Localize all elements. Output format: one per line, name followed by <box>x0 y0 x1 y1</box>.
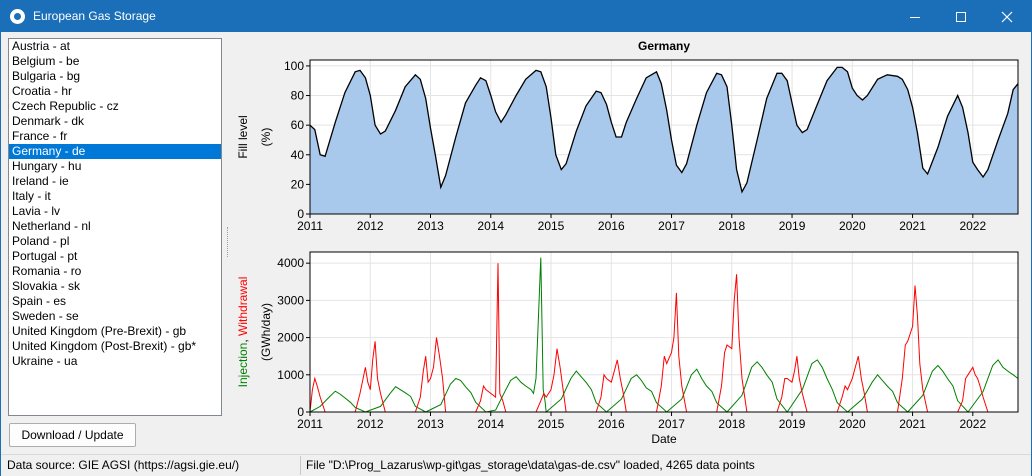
status-data-source: Data source: GIE AGSI (https://agsi.gie.… <box>7 458 240 472</box>
country-list-item[interactable]: Germany - de <box>9 144 221 159</box>
country-list-item[interactable]: United Kingdom (Post-Brexit) - gb* <box>12 339 197 353</box>
minimize-button[interactable] <box>892 1 938 32</box>
status-file-info: File "D:\Prog_Lazarus\wp-git\gas_storage… <box>306 458 755 472</box>
y-axis-unit: (GWh/day) <box>259 303 273 361</box>
x-tick-label: 2016 <box>598 219 625 233</box>
y-tick-label: 0 <box>297 207 304 221</box>
x-tick-label: 2012 <box>357 219 384 233</box>
country-list-item[interactable]: Italy - it <box>12 189 51 203</box>
y-tick-label: 80 <box>291 89 305 103</box>
status-bar: Data source: GIE AGSI (https://agsi.gie.… <box>1 454 1031 476</box>
country-list-item[interactable]: Sweden - se <box>12 309 79 323</box>
maximize-icon <box>956 11 966 22</box>
injection-label: Injection <box>236 343 250 388</box>
x-tick-label: 2016 <box>598 417 625 431</box>
y-tick-label: 2000 <box>277 331 304 345</box>
x-axis-label: Date <box>651 432 677 446</box>
country-list-item[interactable]: France - fr <box>12 129 68 143</box>
country-list-item[interactable]: Czech Republic - cz <box>12 99 119 113</box>
y-tick-label: 20 <box>291 177 305 191</box>
series-line-withdrawal <box>309 263 1018 413</box>
country-list-item[interactable]: Ireland - ie <box>12 174 69 188</box>
x-tick-label: 2011 <box>297 219 323 233</box>
x-tick-label: 2021 <box>899 219 926 233</box>
x-tick-label: 2018 <box>718 417 745 431</box>
status-divider <box>300 456 301 475</box>
x-tick-label: 2019 <box>779 219 806 233</box>
country-list-item[interactable]: Romania - ro <box>12 264 82 278</box>
country-list-item[interactable]: United Kingdom (Pre-Brexit) - gb <box>12 324 187 338</box>
close-icon <box>1001 11 1013 22</box>
fill-level-chart: 2011 2012 2013 2014 2015 2016 2017 2018 2019 2020… <box>236 39 1019 233</box>
minimize-icon <box>910 16 920 18</box>
window-title: European Gas Storage <box>33 9 156 23</box>
plot-frame <box>309 59 1019 215</box>
x-tick-label: 2022 <box>959 417 986 431</box>
country-list-item[interactable]: Denmark - dk <box>12 114 85 128</box>
x-tick-label: 2013 <box>417 219 444 233</box>
injection-withdrawal-chart: 2011 2012 2013 2014 2015 2016 2017 2018 2019 2020… <box>236 251 1019 446</box>
x-tick-label: 2014 <box>477 417 504 431</box>
charts-area: 2011 2012 2013 2014 2015 2016 2017 2018 2019 2020… <box>236 39 1019 446</box>
maximize-button[interactable] <box>938 1 984 32</box>
country-list-item[interactable]: Spain - es <box>12 294 67 308</box>
x-tick-label: 2022 <box>959 219 986 233</box>
country-list-item[interactable]: Portugal - pt <box>12 249 78 263</box>
label-separator: , <box>236 336 250 343</box>
country-list-item[interactable]: Belgium - be <box>12 54 80 68</box>
plot-frame <box>309 251 1019 413</box>
y-tick-label: 4000 <box>277 256 304 270</box>
x-tick-label: 2011 <box>297 417 323 431</box>
country-list-item[interactable]: Slovakia - sk <box>12 279 81 293</box>
y-tick-label: 1000 <box>277 368 304 382</box>
plot-background <box>310 252 1018 412</box>
fill-level-area <box>310 67 1018 215</box>
country-list-item[interactable]: Lavia - lv <box>12 204 61 218</box>
x-tick-label: 2017 <box>658 417 685 431</box>
fill-level-line <box>309 66 1019 194</box>
x-tick-label: 2015 <box>538 219 565 233</box>
y-tick-label: 0 <box>297 405 304 419</box>
country-list-item[interactable]: Austria - at <box>12 39 71 53</box>
y-axis-label: Fill level <box>236 115 250 158</box>
y-axis-label: Injection, Withdrawal <box>236 277 250 388</box>
country-list-item[interactable]: Ukraine - ua <box>12 354 78 368</box>
download-update-button[interactable]: Download / Update <box>9 423 136 447</box>
y-axis-unit: (%) <box>259 128 273 147</box>
x-tick-label: 2017 <box>658 219 685 233</box>
series-line-injection <box>309 257 1019 414</box>
splitter-handle[interactable] <box>227 227 230 257</box>
country-list-item[interactable]: Hungary - hu <box>12 159 82 173</box>
country-list[interactable]: Austria - at Belgium - be Bulgaria - bg Cro… <box>8 38 222 416</box>
country-list-item[interactable]: Netherland - nl <box>12 219 91 233</box>
chart-title: Germany <box>638 39 690 53</box>
app-icon <box>10 9 25 24</box>
x-tick-label: 2014 <box>477 219 504 233</box>
country-list-item[interactable]: Bulgaria - bg <box>12 69 81 83</box>
x-tick-label: 2015 <box>538 417 565 431</box>
x-tick-label: 2021 <box>899 417 926 431</box>
x-tick-label: 2013 <box>417 417 444 431</box>
x-tick-label: 2012 <box>357 417 384 431</box>
x-tick-label: 2020 <box>839 219 866 233</box>
y-tick-label: 3000 <box>277 293 304 307</box>
y-tick-label: 60 <box>291 118 305 132</box>
country-list-item[interactable]: Poland - pl <box>12 234 70 248</box>
withdrawal-label: Withdrawal <box>236 277 250 336</box>
x-tick-label: 2019 <box>779 417 806 431</box>
x-tick-label: 2018 <box>718 219 745 233</box>
title-bar[interactable]: European Gas Storage <box>1 1 1031 32</box>
y-tick-label: 40 <box>291 148 305 162</box>
x-tick-label: 2020 <box>839 417 866 431</box>
country-list-item[interactable]: Croatia - hr <box>12 84 73 98</box>
y-tick-label: 100 <box>284 59 304 73</box>
close-button[interactable] <box>984 1 1030 32</box>
